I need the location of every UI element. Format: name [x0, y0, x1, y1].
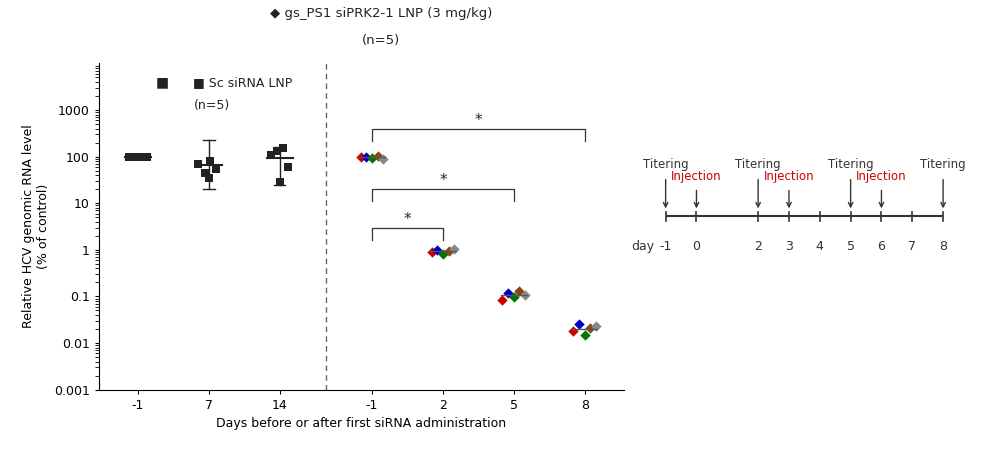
Text: 5: 5 — [846, 240, 854, 253]
Text: Titering: Titering — [921, 159, 966, 171]
Point — [122, 153, 138, 160]
Point — [208, 165, 224, 172]
Point — [435, 250, 450, 257]
Text: 7: 7 — [908, 240, 917, 253]
Point — [197, 169, 213, 176]
Point — [202, 158, 218, 165]
Text: *: * — [440, 173, 446, 188]
Point — [512, 288, 528, 295]
Point — [582, 324, 598, 332]
Text: (n=5): (n=5) — [362, 34, 400, 47]
Point — [358, 154, 374, 161]
Text: ■ Sc siRNA LNP: ■ Sc siRNA LNP — [193, 77, 293, 89]
Point — [500, 289, 516, 296]
Point — [446, 245, 462, 252]
Text: Titering: Titering — [828, 159, 873, 171]
Point — [190, 160, 206, 168]
Point — [272, 179, 288, 186]
Point — [280, 164, 296, 171]
Point — [275, 145, 291, 152]
Point — [430, 246, 446, 253]
Point — [126, 153, 142, 160]
Text: 8: 8 — [940, 240, 947, 253]
Text: Titering: Titering — [736, 159, 781, 171]
Point — [571, 321, 587, 328]
Point — [577, 331, 593, 338]
Point — [139, 153, 154, 160]
Text: Injection: Injection — [763, 170, 814, 183]
Text: Injection: Injection — [856, 170, 907, 183]
Text: 0: 0 — [692, 240, 701, 253]
Point — [506, 294, 522, 301]
Point — [369, 152, 385, 159]
Point — [269, 148, 285, 155]
Point — [201, 174, 217, 182]
Point — [263, 151, 279, 158]
Text: ◆ gs_PS1 siPRK2-1 LNP (3 mg/kg): ◆ gs_PS1 siPRK2-1 LNP (3 mg/kg) — [270, 7, 492, 20]
Point — [364, 154, 380, 162]
Point — [135, 153, 150, 160]
Text: 6: 6 — [877, 240, 885, 253]
Text: Injection: Injection — [671, 170, 722, 183]
Point — [495, 296, 511, 304]
Point — [375, 155, 391, 162]
Text: *: * — [474, 112, 482, 128]
Y-axis label: Relative HCV genomic RNA level
(% of control): Relative HCV genomic RNA level (% of con… — [22, 125, 50, 328]
Point — [565, 328, 581, 335]
Point — [588, 323, 604, 330]
Point — [352, 153, 368, 160]
Text: -1: -1 — [659, 240, 672, 253]
Point — [441, 247, 456, 255]
Text: (n=5): (n=5) — [193, 99, 230, 112]
Text: ■: ■ — [155, 75, 168, 89]
X-axis label: Days before or after first siRNA administration: Days before or after first siRNA adminis… — [216, 417, 507, 430]
Text: 2: 2 — [754, 240, 762, 253]
Point — [130, 153, 146, 160]
Text: day: day — [632, 240, 654, 253]
Text: 3: 3 — [785, 240, 793, 253]
Text: Titering: Titering — [643, 159, 688, 171]
Text: 4: 4 — [816, 240, 824, 253]
Text: *: * — [404, 212, 411, 226]
Point — [424, 249, 440, 256]
Point — [517, 292, 533, 299]
